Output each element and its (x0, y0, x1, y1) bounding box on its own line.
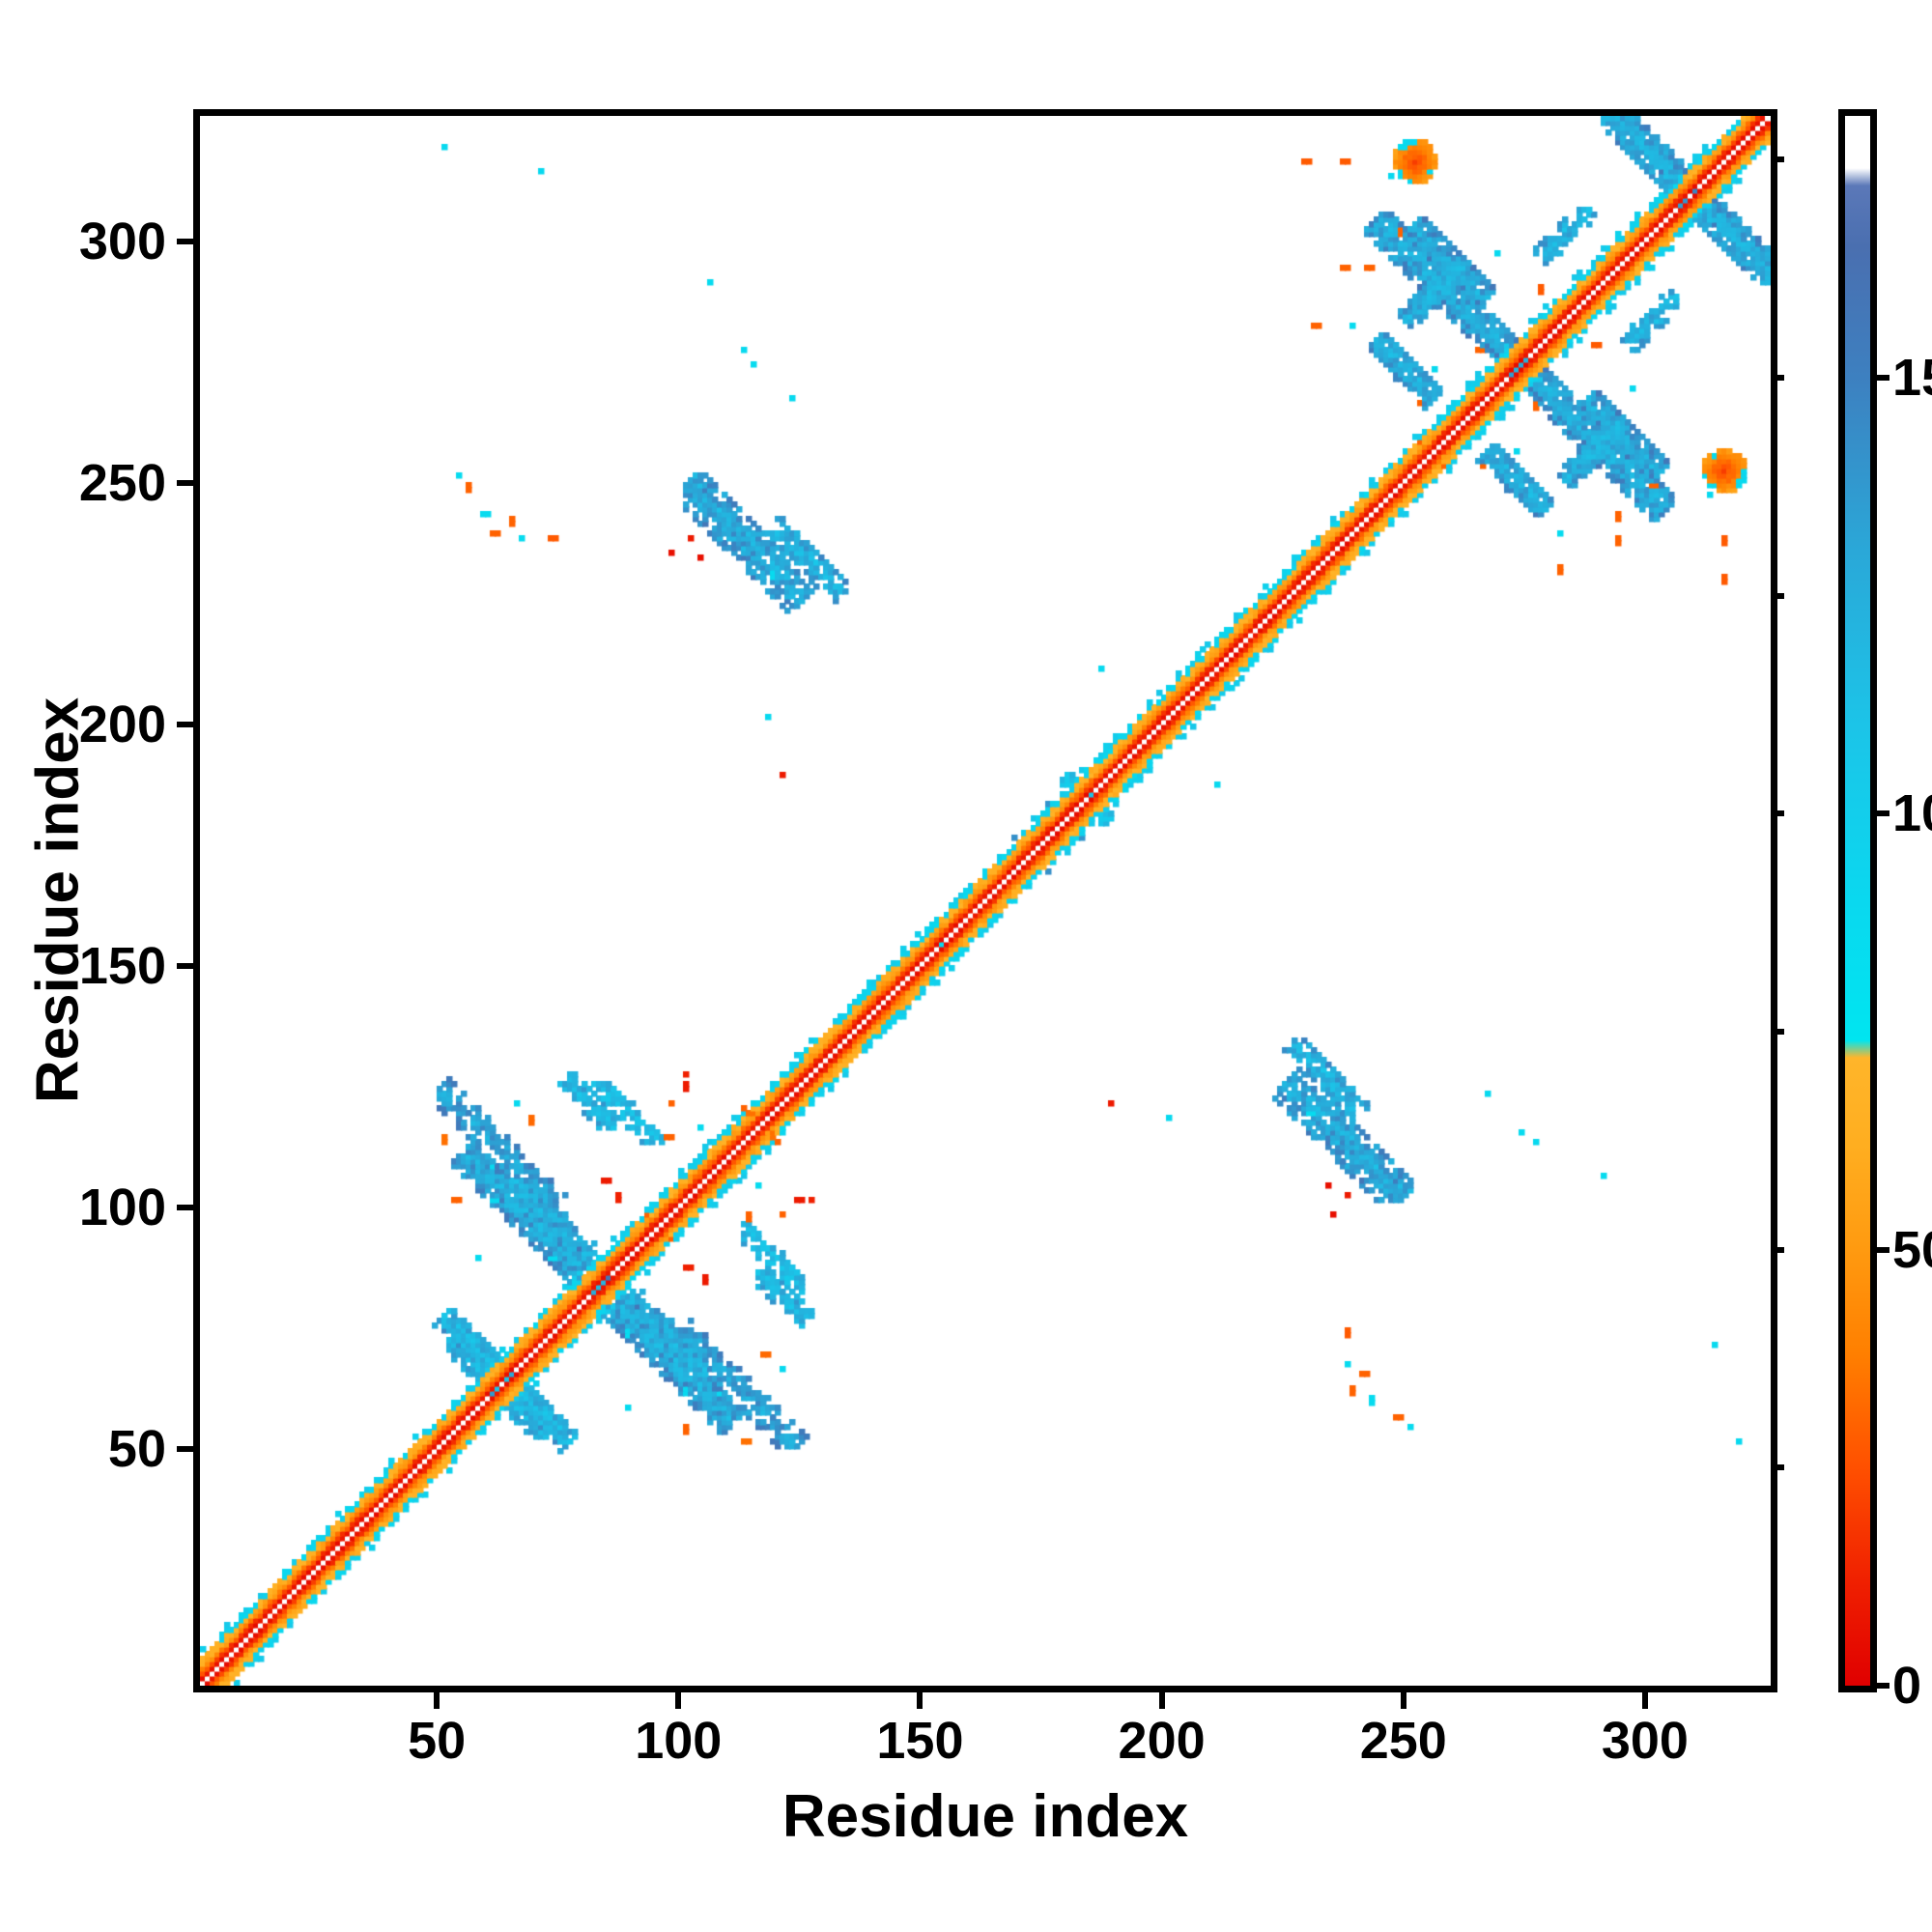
x-tick-label-100: 100 (635, 1712, 723, 1770)
plot-right-minor-tick (1771, 1028, 1784, 1035)
y-tick-50 (177, 1446, 193, 1452)
plot-right-tick (1771, 810, 1784, 817)
y-tick-label-150: 150 (78, 937, 166, 995)
contact-map-canvas (200, 116, 1771, 1686)
plot-area (193, 109, 1777, 1692)
y-tick-label-200: 200 (78, 696, 166, 753)
y-tick-300 (177, 239, 193, 244)
colorbar-tick-label-150: 150 (1892, 348, 1932, 407)
plot-right-tick (1771, 1246, 1784, 1253)
y-tick-label-50: 50 (107, 1420, 166, 1478)
colorbar: 0 50 100 150 (1838, 109, 1932, 1712)
x-tick-label-150: 150 (876, 1712, 964, 1770)
plot-right-tick (1771, 374, 1784, 381)
plot-right-minor-tick (1771, 592, 1784, 599)
y-tick-250 (177, 480, 193, 486)
plot-right-minor-tick (1771, 1464, 1784, 1471)
y-axis-title: Residue index (24, 696, 92, 1104)
colorbar-gradient (1845, 116, 1870, 1686)
x-axis-title: Residue index (781, 1783, 1189, 1850)
x-tick-label-250: 250 (1359, 1712, 1447, 1770)
plot-right-minor-tick (1771, 156, 1784, 163)
y-tick-label-300: 300 (78, 213, 166, 270)
y-tick-100 (177, 1205, 193, 1210)
colorbar-tick-150 (1877, 374, 1889, 381)
x-tick-250 (1400, 1692, 1406, 1709)
colorbar-track (1838, 109, 1877, 1692)
colorbar-tick-label-0: 0 (1892, 1657, 1922, 1715)
x-tick-label-300: 300 (1601, 1712, 1689, 1770)
y-tick-label-100: 100 (78, 1179, 166, 1236)
x-tick-100 (675, 1692, 682, 1709)
x-tick-label-200: 200 (1118, 1712, 1206, 1770)
colorbar-tick-100 (1877, 810, 1889, 817)
x-tick-150 (917, 1692, 923, 1709)
x-tick-200 (1158, 1692, 1165, 1709)
colorbar-tick-50 (1877, 1246, 1889, 1253)
y-tick-150 (177, 963, 193, 969)
y-tick-label-250: 250 (78, 454, 166, 512)
x-tick-label-50: 50 (408, 1712, 467, 1770)
x-tick-50 (434, 1692, 440, 1709)
colorbar-tick-label-50: 50 (1892, 1220, 1932, 1279)
colorbar-tick-label-100: 100 (1892, 784, 1932, 843)
colorbar-tick-0 (1877, 1683, 1889, 1689)
y-tick-200 (177, 722, 193, 727)
x-tick-300 (1641, 1692, 1648, 1709)
